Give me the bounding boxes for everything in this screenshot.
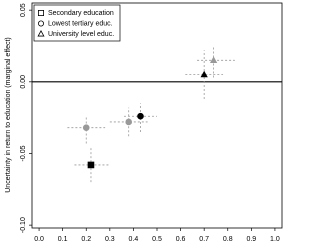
legend-label: Lowest tertiary educ. [48,20,113,27]
x-tick-label: 0.6 [176,236,186,243]
x-tick-label: 0.1 [58,236,68,243]
x-tick-label: 0.3 [105,236,115,243]
y-tick-label: -0.10 [20,217,27,233]
legend-label: Secondary education [48,10,114,17]
y-axis-label: Uncertainty in return to education (marg… [5,37,12,193]
x-tick-label: 0.8 [223,236,233,243]
point [209,56,218,63]
legend-label: University level educ. [48,31,114,38]
x-tick-label: 0.0 [34,236,44,243]
x-tick-label: 0.9 [246,236,256,243]
legend-marker [37,30,45,37]
point [82,124,90,131]
point [137,112,144,120]
point [87,161,95,169]
legend-marker [38,9,45,16]
x-tick-label: 0.4 [129,236,139,243]
y-tick-label: -0.05 [20,145,27,161]
x-tick-label: 1.0 [270,236,280,243]
legend-box [33,4,121,42]
x-tick-label: 0.2 [81,236,91,243]
point [125,118,132,126]
chart: Uncertainty in return to education (marg… [5,2,283,243]
x-tick-label: 0.7 [199,236,209,243]
y-tick-label: 0.00 [20,75,27,89]
legend-marker [38,20,45,27]
point [200,70,208,78]
x-tick-label: 0.5 [152,236,162,243]
y-tick-label: 0.05 [20,3,27,17]
